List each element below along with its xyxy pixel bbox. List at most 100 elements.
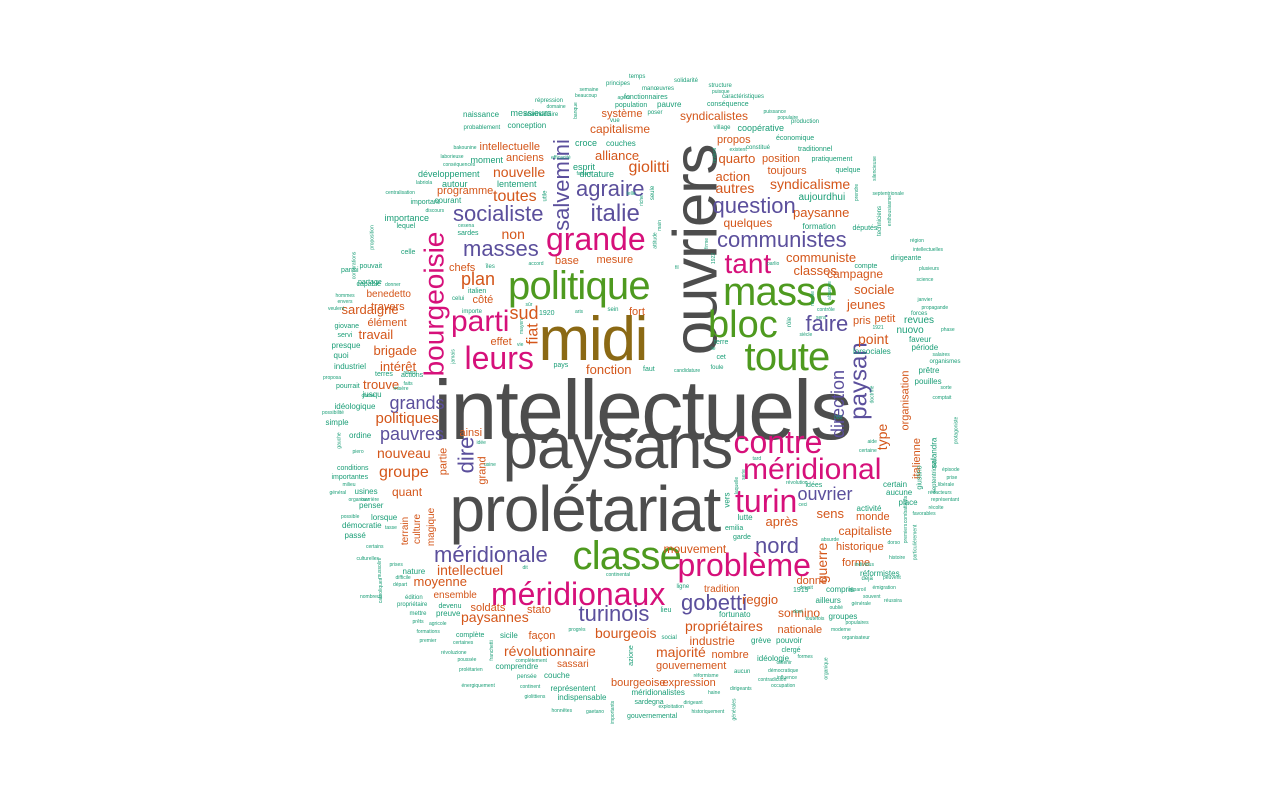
word-absence: absence (826, 280, 833, 300)
word-croce: croce (575, 137, 598, 148)
word-partie: partie (437, 447, 450, 475)
word-jusqu: jusqu (362, 390, 382, 399)
word-accord: accord (528, 260, 544, 267)
word-element: élément (367, 316, 407, 329)
word-gauche: gauche (336, 431, 343, 449)
word-indispensable: indispensable (557, 693, 607, 702)
word-grande: grande (546, 221, 646, 257)
word-cet: cet (716, 353, 726, 361)
word-ainsi: ainsi (459, 426, 483, 439)
word-favorables: favorables (912, 510, 936, 517)
word-revolte: revolte (809, 290, 816, 306)
word-completement: complètement (515, 657, 547, 664)
word-temps: temps (629, 74, 646, 80)
word-mussolini: mussolini (376, 557, 383, 579)
word-existent: existent (729, 146, 747, 153)
word-effet: effet (490, 335, 512, 348)
word-importantes: importantes (331, 473, 369, 481)
word-siecle: siècle (799, 331, 813, 338)
word-bourgeoisie: bourgeoisie (417, 231, 449, 377)
word-possibilite: possibilité (322, 409, 344, 416)
word-septentrional: septentrional (932, 458, 939, 494)
word-bourgeoise: bourgeoise (611, 676, 666, 689)
word-contre: contre (733, 424, 823, 460)
word-grands: grands (389, 393, 445, 413)
word-manoeuvres: manœuvres (642, 86, 675, 92)
word-parlio: parlio (767, 260, 780, 267)
word-continent: continent (520, 683, 541, 690)
word-pouvoir: pouvoir (776, 636, 803, 645)
word-deputes: députés (852, 224, 878, 232)
word-dont: dont (793, 608, 803, 615)
word-solidarite: solidarité (674, 78, 699, 84)
word-organisation: organisation (899, 370, 912, 430)
word-region: région (910, 237, 924, 244)
word-revolutionnaire: révolutionnaire (504, 643, 596, 659)
word-certains: certains (366, 543, 384, 550)
word-type: type (874, 423, 891, 451)
word-mayen: mayen (518, 318, 525, 334)
word-vie: vie (517, 341, 524, 348)
word-reformistes: réformistes (860, 569, 900, 578)
word-nature: nature (402, 567, 426, 576)
word-preuve: preuve (436, 609, 461, 618)
word-programme: programme (437, 184, 494, 197)
word-agent: agent (617, 94, 631, 101)
word-puissance: puissance (763, 108, 787, 115)
word-combattants: combattants (902, 495, 909, 523)
word-lie: lie (710, 345, 716, 352)
word-facon: façon (528, 629, 556, 642)
word-centralisation: centralisation (385, 189, 415, 196)
word-tradition: tradition (704, 584, 740, 595)
word-industriel: industriel (334, 362, 367, 371)
word-masse: masse (723, 270, 838, 314)
word-organisateur: organisateur (842, 634, 870, 641)
word-corporations: corporations (351, 251, 358, 279)
word-conception: conception (507, 121, 547, 130)
word-classe: classe (572, 534, 682, 578)
word-piero: piero (352, 448, 364, 455)
word-importe: importe (462, 309, 483, 315)
word-chose: chose (361, 392, 375, 399)
word-importants: importants (609, 700, 616, 724)
word-greve: grève (751, 636, 772, 645)
word-petit: petit (874, 312, 896, 325)
word-pourrait: pourrait (336, 382, 360, 390)
word-pratiquement: pratiquement (811, 155, 853, 163)
word-progres: progrès (568, 626, 586, 633)
word-sein: sein (607, 307, 619, 313)
word-souvent: souvent (863, 593, 881, 600)
word-parti: parti (451, 305, 510, 338)
word-lieu: lieu (660, 606, 672, 614)
word-meridional: méridional (743, 453, 882, 486)
word-proposition: proposition (369, 224, 376, 250)
word-social: social (661, 635, 677, 641)
word-nationale: nationale (777, 623, 823, 636)
word-1920: 1920 (539, 309, 555, 317)
word-democratique: démocratique (768, 667, 799, 674)
word-silencieuse: silencieuse (871, 155, 878, 181)
word-protagoniste: protagoniste (953, 416, 960, 444)
word-comprendre: comprendre (495, 662, 539, 671)
word-nouveau: nouveau (377, 445, 431, 461)
word-deja: déjà (861, 576, 873, 582)
word-tant: tant (724, 248, 772, 279)
word-devenu: devenu (438, 602, 462, 610)
word-intellectuelle: intellectuelle (479, 140, 541, 153)
word-quelque: quelque (835, 166, 861, 174)
word-periode: période (911, 343, 939, 352)
word-question: question (712, 193, 796, 218)
word-difficile: difficile (395, 574, 411, 581)
word-jamais: jamais (450, 348, 457, 364)
word-important: important (410, 198, 440, 206)
word-organique: organique (823, 656, 830, 680)
word-nuovo: nuovo (896, 325, 924, 336)
word-poussee: poussée (457, 656, 477, 663)
word-obtenir: obtenir (776, 659, 792, 666)
word-populaire: populaire (777, 114, 799, 121)
word-mesure: mesure (596, 253, 634, 266)
word-reggio: reggio (742, 591, 779, 607)
word-meridionaux: méridionaux (491, 576, 666, 612)
word-probablement: probablement (463, 125, 501, 131)
word-forme: forme (842, 556, 871, 569)
